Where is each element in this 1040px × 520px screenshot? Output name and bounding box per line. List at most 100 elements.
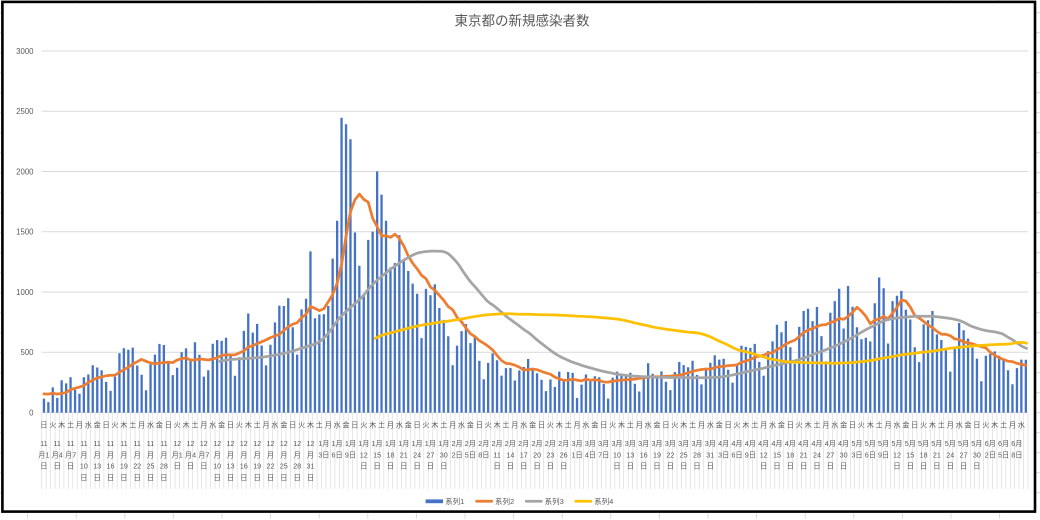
svg-text:日: 日 xyxy=(107,473,114,482)
svg-text:3月: 3月 xyxy=(705,439,716,448)
svg-text:12: 12 xyxy=(893,450,901,459)
svg-text:金: 金 xyxy=(218,420,225,429)
svg-text:6日: 6日 xyxy=(731,450,742,459)
svg-text:11: 11 xyxy=(493,450,500,459)
svg-text:月: 月 xyxy=(325,420,332,429)
svg-text:10: 10 xyxy=(80,462,88,471)
svg-text:土: 土 xyxy=(938,420,945,429)
svg-text:土: 土 xyxy=(440,420,447,429)
svg-text:5月: 5月 xyxy=(945,439,956,448)
svg-text:11: 11 xyxy=(67,439,74,448)
svg-text:土: 土 xyxy=(316,420,323,429)
svg-text:1月: 1月 xyxy=(345,439,356,448)
svg-text:水: 水 xyxy=(85,420,92,429)
svg-text:土: 土 xyxy=(191,420,198,429)
svg-text:月: 月 xyxy=(307,450,314,459)
svg-text:水: 水 xyxy=(520,420,527,429)
svg-text:火: 火 xyxy=(236,420,243,429)
svg-text:15: 15 xyxy=(906,450,914,459)
svg-text:6月: 6月 xyxy=(1011,439,1022,448)
svg-text:28: 28 xyxy=(160,462,168,471)
svg-text:18: 18 xyxy=(920,450,928,459)
svg-text:22: 22 xyxy=(133,462,141,471)
svg-text:木: 木 xyxy=(618,420,625,429)
svg-text:3月: 3月 xyxy=(598,439,609,448)
svg-text:月: 月 xyxy=(240,450,247,459)
svg-text:18: 18 xyxy=(387,450,395,459)
svg-text:11: 11 xyxy=(160,439,167,448)
svg-text:1月: 1月 xyxy=(372,439,383,448)
svg-text:4月: 4月 xyxy=(811,439,822,448)
svg-text:金: 金 xyxy=(94,420,101,429)
svg-text:日: 日 xyxy=(773,462,780,471)
svg-text:4月: 4月 xyxy=(798,439,809,448)
svg-text:2月: 2月 xyxy=(558,439,569,448)
svg-text:12: 12 xyxy=(360,450,368,459)
svg-text:5月: 5月 xyxy=(905,439,916,448)
svg-text:月7: 月7 xyxy=(65,450,76,459)
svg-text:日: 日 xyxy=(102,420,109,429)
svg-text:木: 木 xyxy=(245,420,252,429)
svg-text:1500: 1500 xyxy=(16,228,34,237)
svg-text:日: 日 xyxy=(280,473,287,482)
svg-text:5月: 5月 xyxy=(931,439,942,448)
svg-text:土: 土 xyxy=(129,420,136,429)
svg-text:9日: 9日 xyxy=(745,450,756,459)
svg-text:3月: 3月 xyxy=(678,439,689,448)
svg-text:月: 月 xyxy=(573,420,580,429)
svg-text:14: 14 xyxy=(506,450,514,459)
svg-text:日: 日 xyxy=(973,462,980,471)
svg-text:30: 30 xyxy=(440,450,448,459)
svg-text:9日: 9日 xyxy=(345,450,356,459)
svg-text:20: 20 xyxy=(533,450,541,459)
svg-text:土: 土 xyxy=(565,420,572,429)
svg-text:日: 日 xyxy=(813,462,820,471)
svg-text:12: 12 xyxy=(293,439,301,448)
svg-text:21: 21 xyxy=(933,450,941,459)
svg-text:3日: 3日 xyxy=(318,450,329,459)
svg-text:4月: 4月 xyxy=(838,439,849,448)
svg-text:4月: 4月 xyxy=(758,439,769,448)
svg-text:日: 日 xyxy=(54,462,61,471)
svg-text:日: 日 xyxy=(600,420,607,429)
svg-text:1月: 1月 xyxy=(398,439,409,448)
svg-text:11: 11 xyxy=(107,439,114,448)
svg-text:8日: 8日 xyxy=(1011,450,1022,459)
svg-text:25: 25 xyxy=(680,450,688,459)
svg-text:金: 金 xyxy=(529,420,536,429)
svg-text:土: 土 xyxy=(1000,420,1007,429)
svg-text:月: 月 xyxy=(267,450,274,459)
svg-text:7日: 7日 xyxy=(598,450,609,459)
svg-text:月: 月 xyxy=(254,450,261,459)
svg-text:土: 土 xyxy=(813,420,820,429)
svg-text:3月: 3月 xyxy=(572,439,583,448)
svg-text:木: 木 xyxy=(307,420,314,429)
svg-text:日: 日 xyxy=(920,462,927,471)
svg-text:日: 日 xyxy=(973,420,980,429)
svg-text:15: 15 xyxy=(773,450,781,459)
svg-text:月: 月 xyxy=(107,450,114,459)
svg-text:日: 日 xyxy=(849,420,856,429)
svg-text:1月: 1月 xyxy=(412,439,423,448)
svg-text:5月: 5月 xyxy=(878,439,889,448)
svg-text:日: 日 xyxy=(147,473,154,482)
svg-text:木: 木 xyxy=(556,420,563,429)
svg-text:日: 日 xyxy=(413,420,420,429)
svg-text:2日: 2日 xyxy=(985,450,996,459)
svg-text:3日: 3日 xyxy=(718,450,729,459)
svg-text:水: 水 xyxy=(956,420,963,429)
svg-text:月: 月 xyxy=(120,450,127,459)
svg-text:土: 土 xyxy=(254,420,261,429)
svg-text:日: 日 xyxy=(267,473,274,482)
svg-text:金: 金 xyxy=(156,420,163,429)
svg-text:6日: 6日 xyxy=(865,450,876,459)
svg-text:系列2: 系列2 xyxy=(495,496,514,506)
svg-text:31: 31 xyxy=(706,450,714,459)
svg-text:日: 日 xyxy=(560,462,567,471)
svg-text:12: 12 xyxy=(200,439,208,448)
svg-text:11: 11 xyxy=(93,439,100,448)
svg-text:1000: 1000 xyxy=(16,288,34,297)
svg-text:3月: 3月 xyxy=(585,439,596,448)
svg-text:2月: 2月 xyxy=(518,439,529,448)
svg-text:木: 木 xyxy=(680,420,687,429)
